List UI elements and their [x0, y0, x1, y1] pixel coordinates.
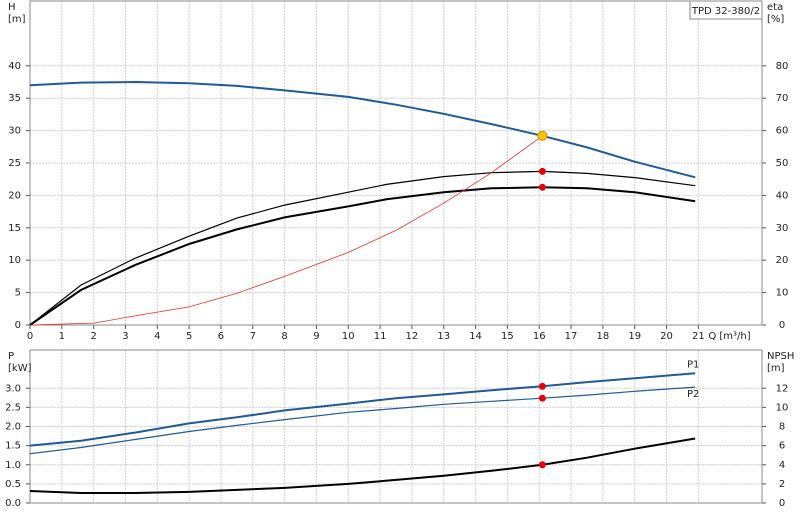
x-tick-label: 20 — [660, 331, 673, 342]
duty-point — [537, 130, 548, 141]
x-tick-label: 9 — [313, 331, 319, 342]
y2-tick-label: 10 — [776, 288, 789, 299]
duty-point — [538, 382, 546, 390]
y2-tick-label: 4 — [779, 460, 785, 471]
x-tick-label: 21 — [692, 331, 705, 342]
x-tick-label: 7 — [250, 331, 256, 342]
x-tick-label: 4 — [154, 331, 160, 342]
y-axis-unit: [m] — [8, 14, 26, 25]
y2-tick-label: 60 — [776, 126, 789, 137]
y-tick-label: 5 — [15, 288, 21, 299]
x-tick-label: 6 — [218, 331, 224, 342]
y-tick-label: 1.5 — [5, 441, 21, 452]
x-tick-label: 3 — [122, 331, 128, 342]
x-tick-label: 10 — [342, 331, 355, 342]
curve — [29, 80, 696, 179]
y2-axis-unit: [%] — [767, 14, 784, 25]
duty-point — [538, 167, 546, 175]
y-tick-label: 2.0 — [5, 422, 21, 433]
y2-tick-label: 0 — [779, 320, 785, 331]
duty-point — [538, 461, 546, 469]
y2-tick-label: 12 — [776, 383, 789, 394]
curve-label: P1 — [687, 359, 699, 370]
y2-tick-label: 10 — [776, 402, 789, 413]
plot-frame — [29, 349, 763, 504]
y2-tick-label: 50 — [776, 158, 789, 169]
y2-tick-label: 8 — [779, 422, 785, 433]
plot-frame — [29, 0, 763, 326]
y-tick-label: 20 — [8, 190, 21, 201]
x-tick-label: 1 — [59, 331, 65, 342]
y2-tick-label: 40 — [776, 190, 789, 201]
y-tick-label: 10 — [8, 255, 21, 266]
y2-tick-label: 0 — [779, 498, 785, 509]
y2-tick-label: 80 — [776, 61, 789, 72]
y-tick-label: 30 — [8, 126, 21, 137]
y-tick-label: 40 — [8, 61, 21, 72]
x-axis-label: Q [m³/h] — [708, 331, 750, 342]
y-tick-label: 0 — [15, 320, 21, 331]
y-tick-label: 2.5 — [5, 402, 21, 413]
y-tick-label: 1.0 — [5, 460, 21, 471]
y2-tick-label: 20 — [776, 255, 789, 266]
y-tick-label: 35 — [8, 93, 21, 104]
x-tick-label: 18 — [597, 331, 610, 342]
curve-label: P2 — [687, 389, 699, 400]
x-tick-label: 16 — [533, 331, 546, 342]
x-tick-label: 5 — [186, 331, 192, 342]
y-tick-label: 0.0 — [5, 498, 21, 509]
curve — [29, 170, 696, 326]
x-tick-label: 15 — [501, 331, 514, 342]
x-tick-label: 17 — [565, 331, 578, 342]
curve — [29, 386, 696, 455]
x-tick-label: 12 — [406, 331, 419, 342]
curve — [29, 372, 696, 447]
y2-axis-unit: [m] — [767, 363, 785, 374]
duty-point — [538, 394, 546, 402]
y2-tick-label: 6 — [779, 441, 785, 452]
y-axis-unit: [kW] — [8, 363, 32, 374]
y2-tick-label: 2 — [779, 479, 785, 490]
y2-tick-label: 30 — [776, 223, 789, 234]
y-axis-label: P — [8, 351, 14, 362]
y-tick-label: 0.5 — [5, 479, 21, 490]
x-tick-label: 11 — [374, 331, 387, 342]
y-axis-label: H — [8, 2, 16, 13]
model-box — [689, 0, 763, 20]
x-tick-label: 2 — [90, 331, 96, 342]
model-label: TPD 32-380/2 — [691, 6, 760, 17]
curve — [29, 135, 543, 326]
y2-axis-label: NPSH — [767, 351, 794, 362]
curve — [29, 186, 696, 326]
x-tick-label: 8 — [281, 331, 287, 342]
y-tick-label: 25 — [8, 158, 21, 169]
y2-axis-label: eta — [767, 2, 783, 13]
y2-tick-label: 70 — [776, 93, 789, 104]
x-tick-label: 13 — [437, 331, 450, 342]
y-tick-label: 15 — [8, 223, 21, 234]
curve — [29, 437, 696, 494]
y-tick-label: 3.0 — [5, 383, 21, 394]
x-tick-label: 14 — [469, 331, 482, 342]
x-tick-label: 0 — [27, 331, 33, 342]
x-tick-label: 19 — [628, 331, 641, 342]
duty-point — [538, 183, 546, 191]
